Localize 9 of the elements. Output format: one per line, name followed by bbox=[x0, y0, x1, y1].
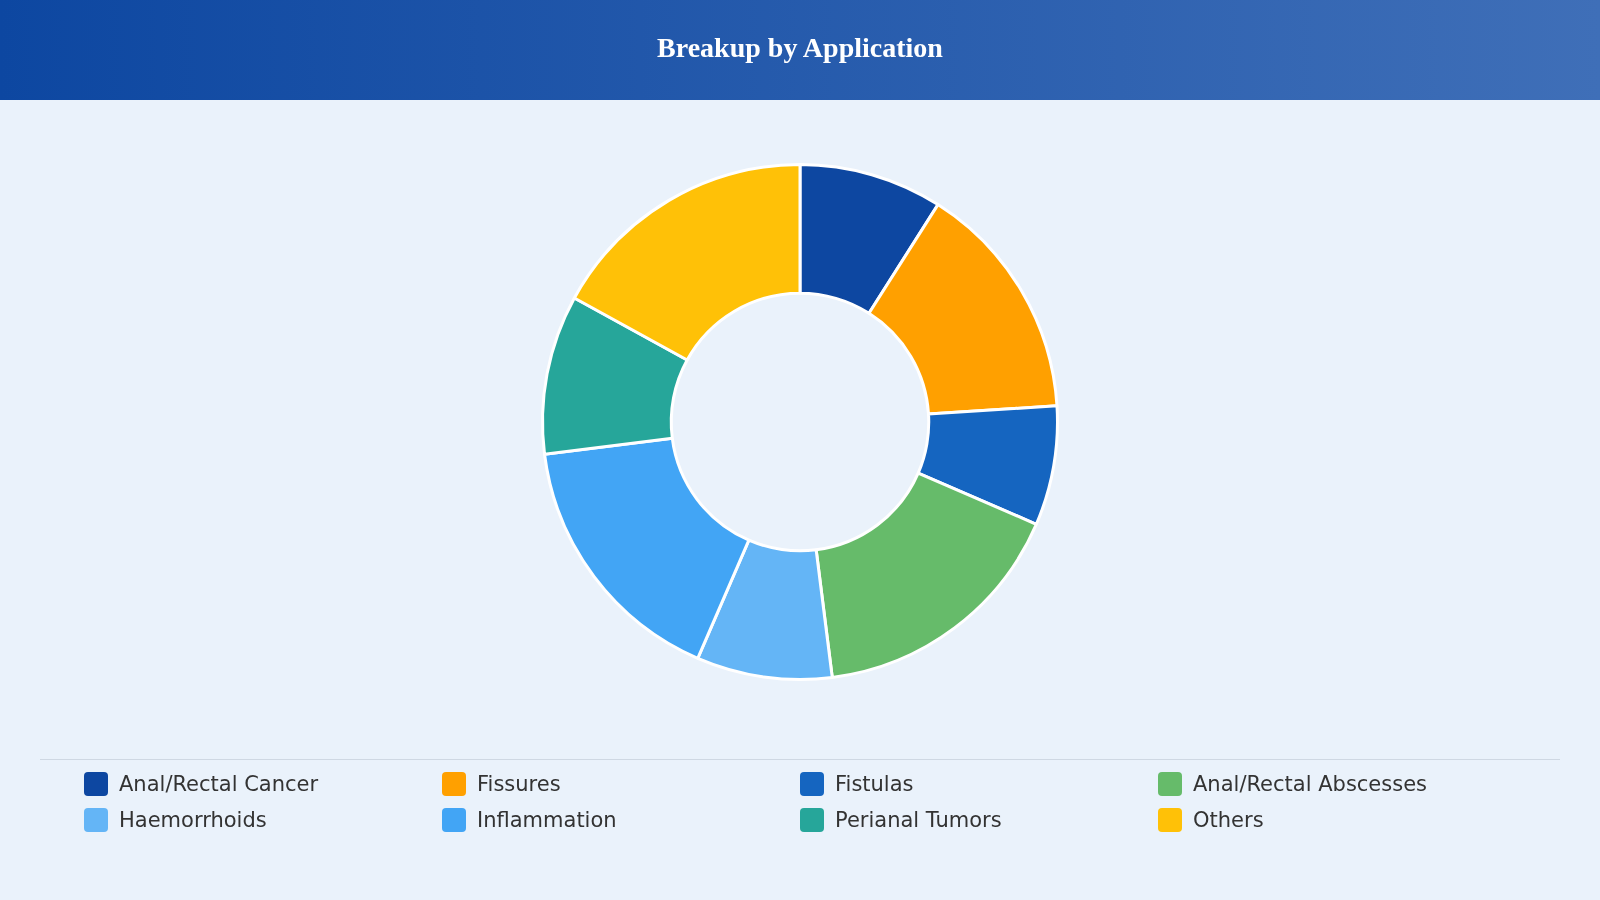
legend-label: Fissures bbox=[477, 772, 561, 796]
legend-label: Perianal Tumors bbox=[835, 808, 1002, 832]
legend-label: Others bbox=[1193, 808, 1264, 832]
legend-label: Fistulas bbox=[835, 772, 914, 796]
legend-label: Anal/Rectal Abscesses bbox=[1193, 772, 1428, 796]
chart-title: Breakup by Application bbox=[656, 32, 944, 64]
legend-label: Anal/Rectal Cancer bbox=[119, 772, 319, 796]
legend-label: Haemorrhoids bbox=[119, 808, 267, 832]
legend-label: Inflammation bbox=[477, 808, 617, 832]
